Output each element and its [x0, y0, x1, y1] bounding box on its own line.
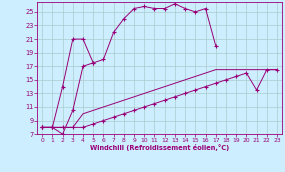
X-axis label: Windchill (Refroidissement éolien,°C): Windchill (Refroidissement éolien,°C) — [90, 144, 229, 151]
